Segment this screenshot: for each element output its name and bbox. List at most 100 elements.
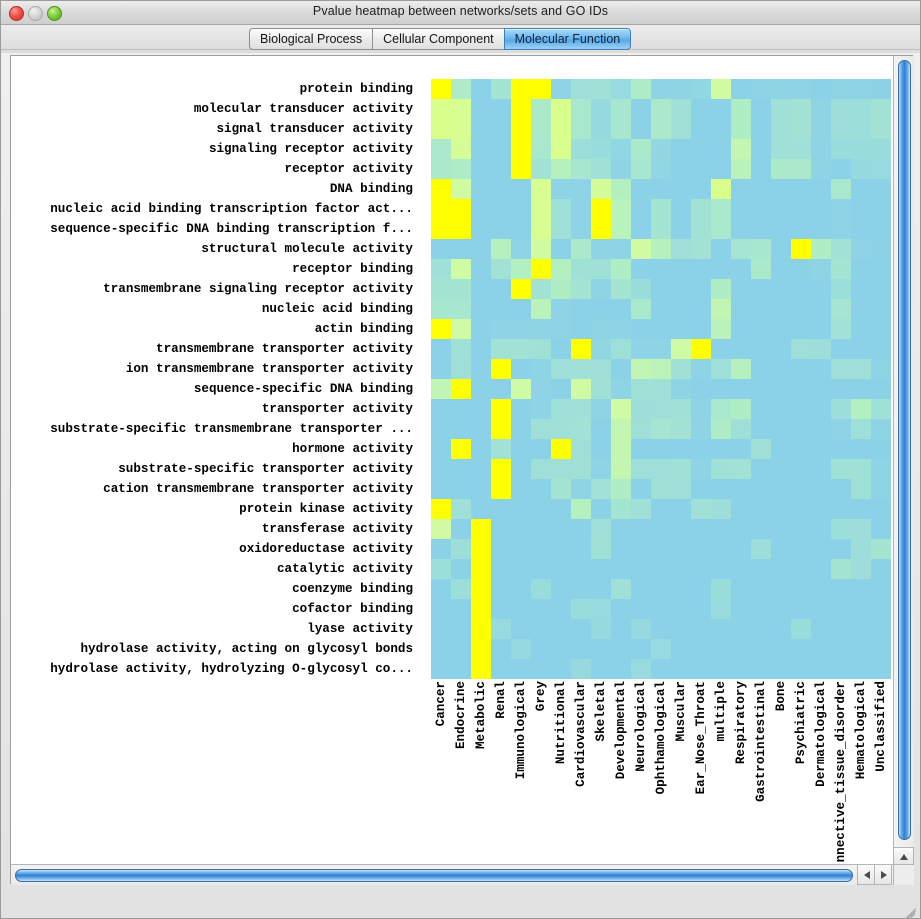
heatmap-cell[interactable] <box>751 219 771 239</box>
heatmap-cell[interactable] <box>871 399 891 419</box>
heatmap-cell[interactable] <box>691 119 711 139</box>
heatmap-cell[interactable] <box>531 199 551 219</box>
heatmap-cell[interactable] <box>511 279 531 299</box>
heatmap-cell[interactable] <box>811 139 831 159</box>
heatmap-cell[interactable] <box>671 399 691 419</box>
heatmap-cell[interactable] <box>451 399 471 419</box>
heatmap-cell[interactable] <box>671 559 691 579</box>
heatmap-cell[interactable] <box>611 279 631 299</box>
heatmap-cell[interactable] <box>751 439 771 459</box>
heatmap-cell[interactable] <box>491 499 511 519</box>
heatmap-cell[interactable] <box>551 339 571 359</box>
heatmap-cell[interactable] <box>511 639 531 659</box>
heatmap-cell[interactable] <box>731 459 751 479</box>
heatmap-cell[interactable] <box>511 199 531 219</box>
heatmap-cell[interactable] <box>711 439 731 459</box>
heatmap-cell[interactable] <box>831 479 851 499</box>
heatmap-cell[interactable] <box>871 499 891 519</box>
heatmap-cell[interactable] <box>591 499 611 519</box>
heatmap-cell[interactable] <box>531 339 551 359</box>
heatmap-cell[interactable] <box>631 179 651 199</box>
heatmap-cell[interactable] <box>631 499 651 519</box>
heatmap-cell[interactable] <box>511 219 531 239</box>
heatmap-cell[interactable] <box>491 319 511 339</box>
heatmap-cell[interactable] <box>551 119 571 139</box>
heatmap-cell[interactable] <box>491 79 511 99</box>
heatmap-cell[interactable] <box>571 359 591 379</box>
heatmap-cell[interactable] <box>451 99 471 119</box>
vertical-scrollbar-thumb[interactable] <box>898 60 911 840</box>
heatmap-cell[interactable] <box>591 559 611 579</box>
heatmap-cell[interactable] <box>671 239 691 259</box>
heatmap-cell[interactable] <box>691 359 711 379</box>
heatmap-cell[interactable] <box>771 119 791 139</box>
heatmap-cell[interactable] <box>751 259 771 279</box>
heatmap-cell[interactable] <box>471 299 491 319</box>
heatmap-cell[interactable] <box>691 99 711 119</box>
heatmap-cell[interactable] <box>691 599 711 619</box>
heatmap-cell[interactable] <box>851 139 871 159</box>
heatmap-cell[interactable] <box>811 99 831 119</box>
heatmap-cell[interactable] <box>471 519 491 539</box>
heatmap-cell[interactable] <box>851 279 871 299</box>
heatmap-cell[interactable] <box>511 259 531 279</box>
heatmap-cell[interactable] <box>511 379 531 399</box>
heatmap-cell[interactable] <box>611 419 631 439</box>
heatmap-cell[interactable] <box>711 459 731 479</box>
heatmap-cell[interactable] <box>551 99 571 119</box>
heatmap-cell[interactable] <box>651 419 671 439</box>
minimize-button[interactable] <box>28 6 43 21</box>
heatmap-cell[interactable] <box>711 639 731 659</box>
maximize-button[interactable] <box>47 6 62 21</box>
heatmap-cell[interactable] <box>611 339 631 359</box>
heatmap-cell[interactable] <box>711 539 731 559</box>
heatmap-cell[interactable] <box>471 579 491 599</box>
heatmap-cell[interactable] <box>711 319 731 339</box>
heatmap-cell[interactable] <box>691 439 711 459</box>
heatmap-cell[interactable] <box>851 259 871 279</box>
heatmap-cell[interactable] <box>631 119 651 139</box>
heatmap-cell[interactable] <box>451 179 471 199</box>
heatmap-cell[interactable] <box>851 159 871 179</box>
heatmap-cell[interactable] <box>471 599 491 619</box>
heatmap-cell[interactable] <box>871 259 891 279</box>
heatmap-cell[interactable] <box>451 199 471 219</box>
heatmap-cell[interactable] <box>771 139 791 159</box>
heatmap-cell[interactable] <box>711 499 731 519</box>
heatmap-cell[interactable] <box>871 139 891 159</box>
heatmap-cell[interactable] <box>771 539 791 559</box>
heatmap-cell[interactable] <box>591 579 611 599</box>
heatmap-cell[interactable] <box>871 599 891 619</box>
heatmap-cell[interactable] <box>871 99 891 119</box>
heatmap-cell[interactable] <box>451 579 471 599</box>
heatmap-cell[interactable] <box>751 399 771 419</box>
heatmap-cell[interactable] <box>591 139 611 159</box>
heatmap-cell[interactable] <box>491 399 511 419</box>
heatmap-cell[interactable] <box>591 479 611 499</box>
heatmap-cell[interactable] <box>731 479 751 499</box>
heatmap-cell[interactable] <box>731 539 751 559</box>
heatmap-cell[interactable] <box>851 399 871 419</box>
heatmap-cell[interactable] <box>691 639 711 659</box>
heatmap-cell[interactable] <box>831 199 851 219</box>
heatmap-cell[interactable] <box>531 179 551 199</box>
heatmap-cell[interactable] <box>571 419 591 439</box>
heatmap-cell[interactable] <box>551 639 571 659</box>
heatmap-cell[interactable] <box>471 659 491 679</box>
heatmap-cell[interactable] <box>611 319 631 339</box>
heatmap-cell[interactable] <box>851 319 871 339</box>
heatmap-cell[interactable] <box>451 539 471 559</box>
heatmap-cell[interactable] <box>831 499 851 519</box>
heatmap-cell[interactable] <box>471 319 491 339</box>
heatmap-cell[interactable] <box>491 259 511 279</box>
heatmap-cell[interactable] <box>671 419 691 439</box>
heatmap-cell[interactable] <box>771 519 791 539</box>
heatmap-cell[interactable] <box>471 359 491 379</box>
heatmap-cell[interactable] <box>671 359 691 379</box>
heatmap-cell[interactable] <box>571 479 591 499</box>
heatmap-cell[interactable] <box>751 339 771 359</box>
heatmap-cell[interactable] <box>531 259 551 279</box>
heatmap-cell[interactable] <box>791 319 811 339</box>
heatmap-cell[interactable] <box>631 199 651 219</box>
heatmap-cell[interactable] <box>811 639 831 659</box>
